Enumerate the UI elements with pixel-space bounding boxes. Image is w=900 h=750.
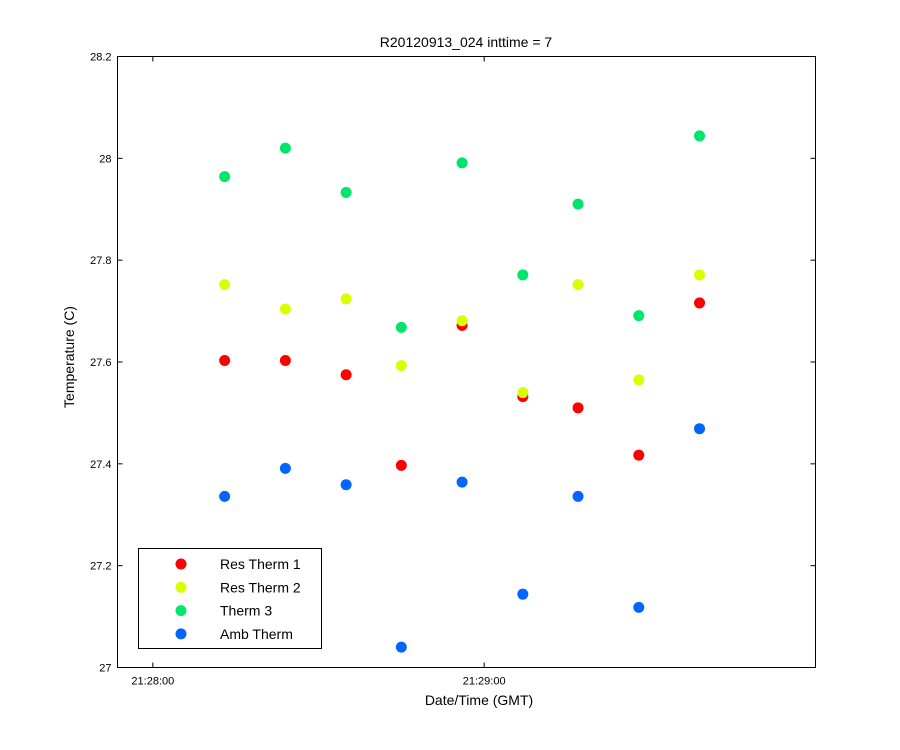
- data-point-series-1: [279, 354, 291, 366]
- legend-marker: [175, 581, 187, 593]
- data-point-series-2: [633, 374, 645, 386]
- data-point-series-4: [279, 462, 291, 474]
- x-axis-label: Date/Time (GMT): [425, 692, 533, 708]
- data-point-series-1: [572, 402, 584, 414]
- data-point-series-4: [572, 490, 584, 502]
- data-points: [219, 130, 706, 653]
- data-point-series-4: [395, 641, 407, 653]
- data-point-series-1: [694, 297, 706, 309]
- legend-label: Therm 3: [220, 603, 272, 619]
- data-point-series-2: [340, 293, 352, 305]
- data-point-series-3: [694, 130, 706, 142]
- data-point-series-2: [456, 315, 468, 327]
- data-point-series-1: [633, 449, 645, 461]
- data-point-series-1: [219, 354, 231, 366]
- legend-label: Res Therm 1: [220, 556, 301, 572]
- legend: Res Therm 1 Res Therm 2 Therm 3 Amb Therm: [138, 548, 322, 649]
- y-axis-ticks: 27 27.2 27.4 27.6 27.8 28 28.2: [90, 52, 816, 675]
- y-tick-label: 27.4: [90, 459, 111, 471]
- data-point-series-4: [517, 588, 529, 600]
- y-axis-label: Temperature (C): [61, 306, 77, 408]
- data-point-series-3: [340, 186, 352, 198]
- y-tick-label: 27.2: [90, 561, 111, 573]
- x-tick-label: 21:29:00: [463, 676, 506, 688]
- data-point-series-3: [395, 321, 407, 333]
- data-point-series-2: [219, 279, 231, 291]
- y-tick-label: 28: [99, 153, 111, 165]
- data-point-series-3: [279, 142, 291, 154]
- legend-box: [138, 548, 322, 649]
- legend-marker: [175, 558, 187, 570]
- data-point-series-1: [395, 459, 407, 471]
- legend-marker: [175, 605, 187, 617]
- legend-label: Amb Therm: [220, 626, 293, 642]
- x-tick-label: 21:28:00: [131, 676, 174, 688]
- chart-title: R20120913_024 inttime = 7: [380, 34, 553, 50]
- data-point-series-3: [633, 310, 645, 322]
- data-point-series-4: [633, 601, 645, 613]
- y-tick-label: 27.8: [90, 255, 111, 267]
- y-tick-label: 27.6: [90, 357, 111, 369]
- data-point-series-2: [279, 303, 291, 315]
- x-axis-ticks: 21:28:00 21:29:00: [131, 56, 506, 688]
- data-point-series-2: [517, 387, 529, 399]
- data-point-series-3: [572, 198, 584, 210]
- data-point-series-4: [340, 479, 352, 491]
- data-point-series-3: [456, 157, 468, 169]
- y-tick-label: 27: [99, 663, 111, 675]
- data-point-series-4: [456, 476, 468, 488]
- y-tick-label: 28.2: [90, 52, 111, 64]
- data-point-series-2: [694, 269, 706, 281]
- data-point-series-2: [395, 360, 407, 372]
- legend-marker: [175, 628, 187, 640]
- data-point-series-3: [517, 269, 529, 281]
- data-point-series-3: [219, 171, 231, 183]
- data-point-series-1: [340, 369, 352, 381]
- data-point-series-4: [694, 423, 706, 435]
- data-point-series-4: [219, 490, 231, 502]
- data-point-series-2: [572, 279, 584, 291]
- legend-label: Res Therm 2: [220, 579, 301, 595]
